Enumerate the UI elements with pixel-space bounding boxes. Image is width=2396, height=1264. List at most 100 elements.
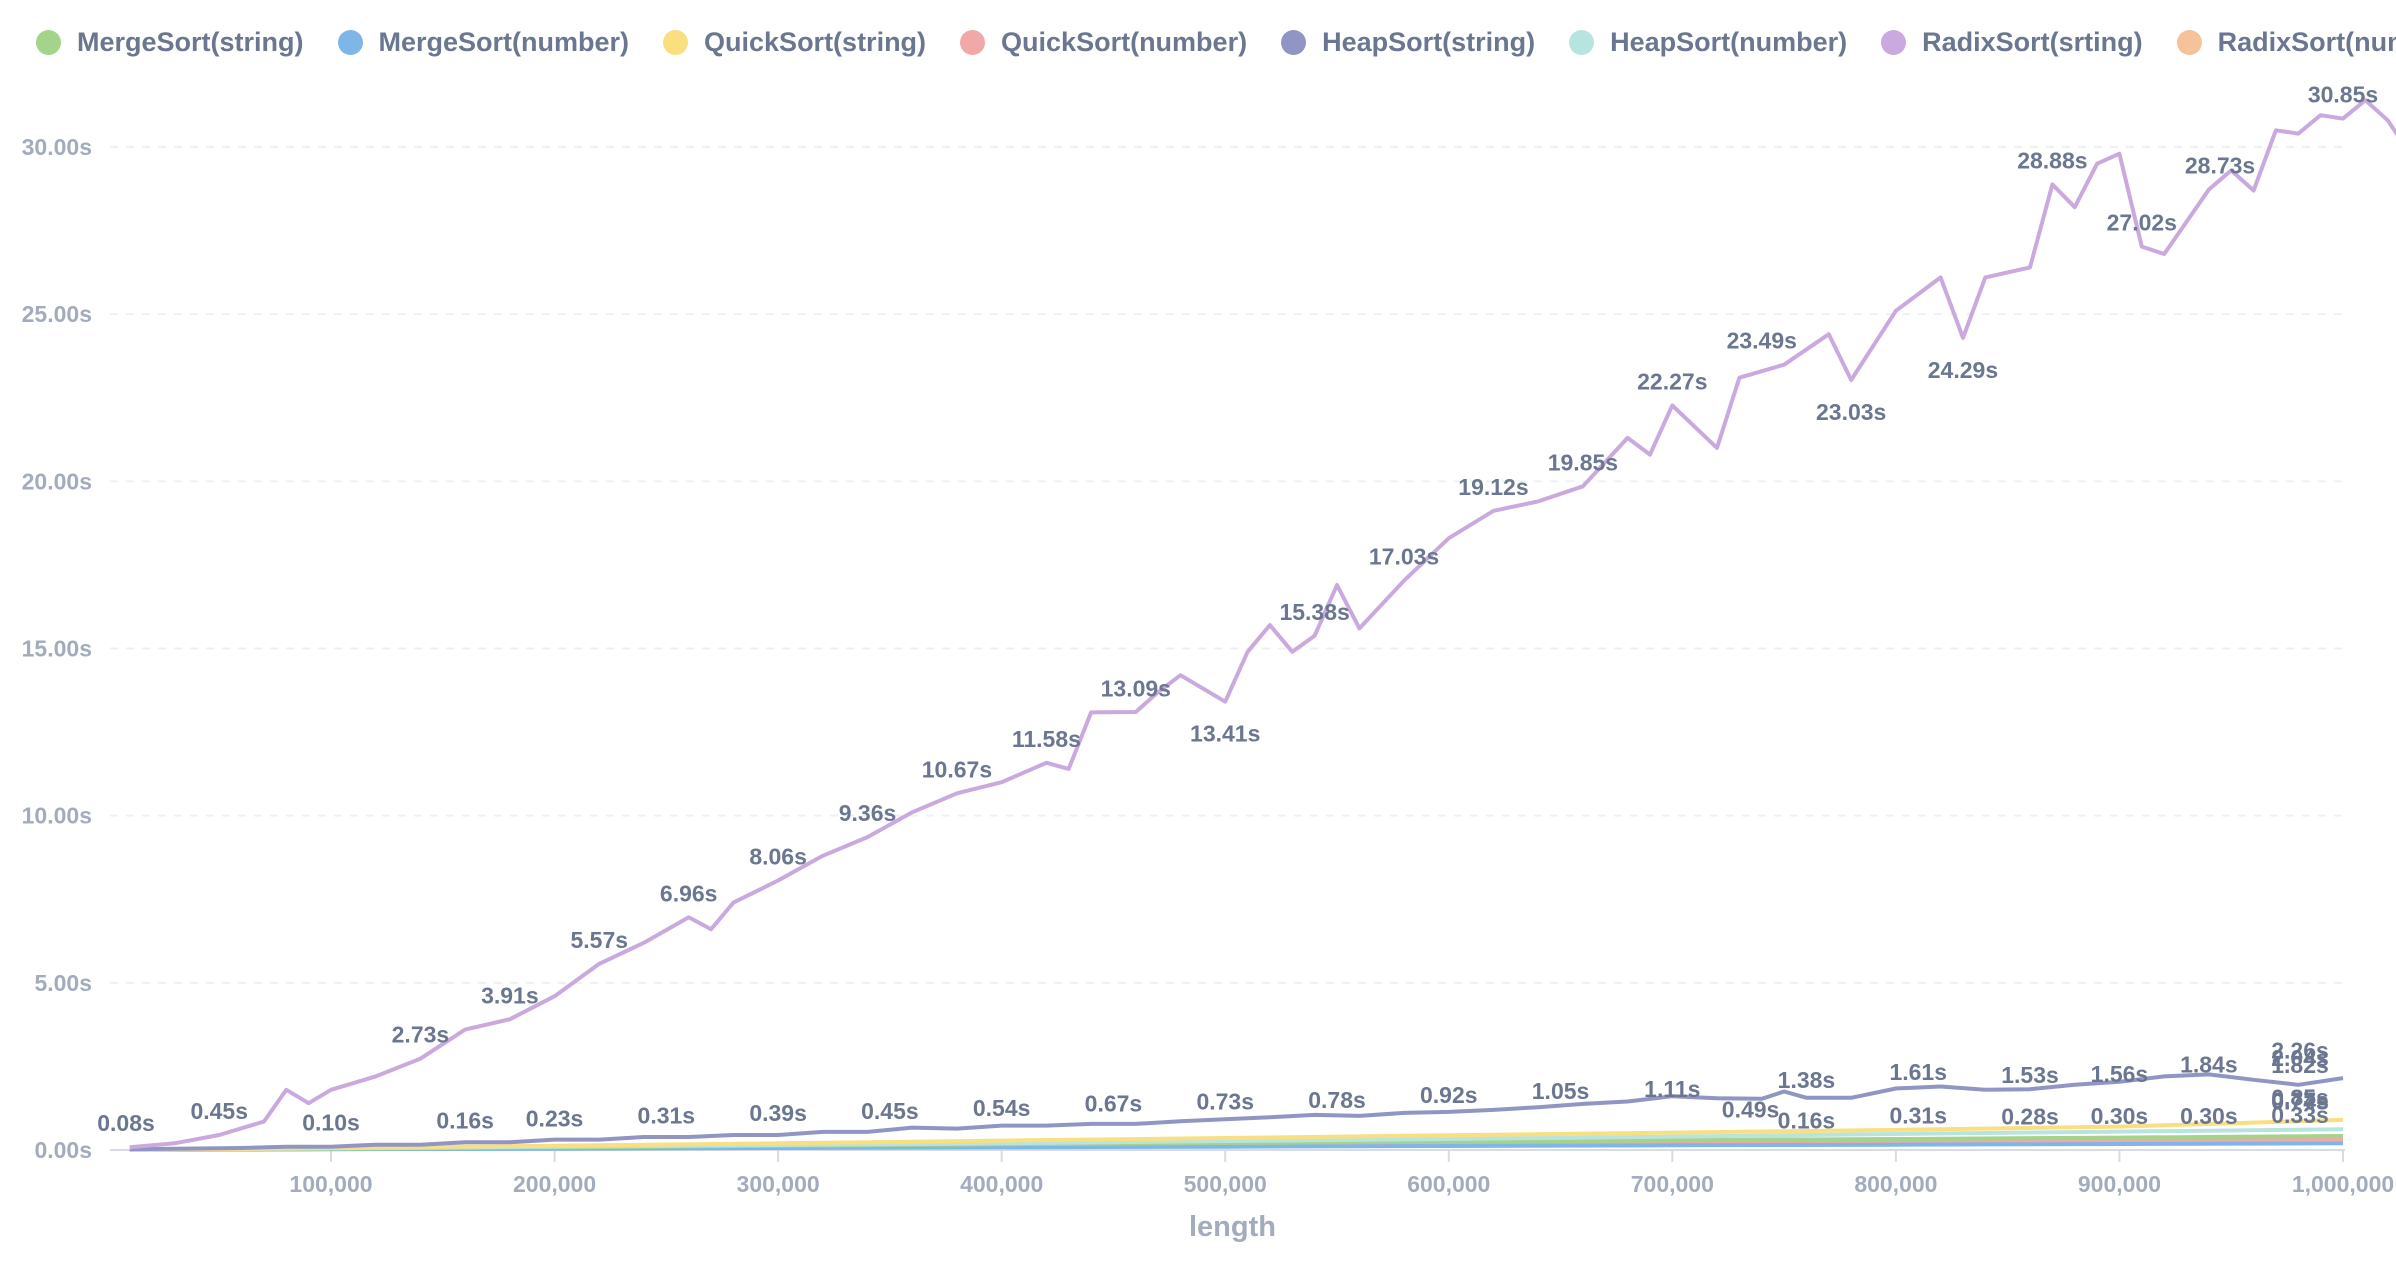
x-tick-label: 400,000: [960, 1171, 1043, 1197]
data-label: 2.73s: [392, 1022, 450, 1048]
data-label: 0.73s: [1196, 1089, 1254, 1115]
data-label: 13.09s: [1101, 675, 1171, 701]
data-label: 1.38s: [1778, 1067, 1836, 1093]
data-label: 0.08s: [97, 1110, 155, 1136]
legend-item[interactable]: QuickSort(number): [960, 27, 1247, 58]
data-label: 0.31s: [638, 1103, 696, 1129]
data-label: 0.67s: [1085, 1091, 1143, 1117]
data-label: 10.67s: [922, 756, 992, 782]
legend-swatch: [36, 29, 61, 55]
data-label: 27.02s: [2107, 210, 2177, 236]
x-tick-label: 700,000: [1631, 1171, 1714, 1197]
x-tick-label: 600,000: [1407, 1171, 1490, 1197]
y-tick-label: 0.00s: [34, 1137, 92, 1163]
data-label: 0.31s: [1889, 1103, 1947, 1129]
legend-swatch: [2176, 29, 2202, 55]
data-label: 0.77s: [2271, 1087, 2329, 1113]
y-tick-label: 30.00s: [22, 134, 92, 160]
x-tick-label: 800,000: [1854, 1171, 1937, 1197]
data-label: 0.49s: [1722, 1097, 1780, 1123]
data-label: 0.45s: [190, 1098, 248, 1124]
legend-swatch: [1281, 29, 1307, 55]
y-tick-label: 10.00s: [22, 803, 92, 829]
data-label: 0.45s: [861, 1098, 919, 1124]
data-label: 0.16s: [1778, 1108, 1836, 1134]
data-label: 8.06s: [749, 844, 807, 870]
data-label: 0.16s: [436, 1108, 494, 1134]
x-tick-label: 500,000: [1184, 1171, 1267, 1197]
legend-label: QuickSort(number): [1001, 26, 1248, 57]
legend-label: MergeSort(string): [77, 26, 304, 57]
x-tick-label: 1,000,000: [2292, 1171, 2394, 1197]
legend-item[interactable]: MergeSort(number): [337, 26, 630, 58]
legend-label: HeapSort(string): [1322, 26, 1536, 57]
data-label: 0.30s: [2091, 1103, 2149, 1129]
y-tick-label: 20.00s: [22, 468, 92, 494]
legend-item[interactable]: RadixSort(number): [2176, 26, 2396, 58]
legend-label: HeapSort(number): [1610, 26, 1848, 57]
data-label: 1.56s: [2091, 1061, 2149, 1087]
legend-swatch: [337, 29, 363, 55]
legend-label: RadixSort(srting): [1922, 26, 2143, 57]
data-label: 28.73s: [2185, 152, 2255, 178]
data-label: 0.54s: [973, 1095, 1031, 1121]
data-label: 11.58s: [1012, 726, 1081, 752]
data-label: 3.91s: [481, 982, 539, 1008]
legend-swatch: [1569, 29, 1595, 55]
data-label: 23.03s: [1816, 399, 1886, 425]
data-label: 0.30s: [2180, 1103, 2238, 1129]
legend-swatch: [960, 29, 986, 55]
data-label: 17.03s: [1369, 544, 1439, 570]
legend-swatch: [663, 29, 689, 55]
y-tick-label: 5.00s: [34, 970, 92, 996]
x-tick-label: 200,000: [513, 1171, 596, 1197]
series-line[interactable]: [129, 1072, 2344, 1152]
data-label: 6.96s: [660, 880, 718, 906]
data-label: 22.27s: [1637, 368, 1707, 394]
data-label: 1.05s: [1532, 1078, 1590, 1104]
data-label: 0.78s: [1308, 1087, 1366, 1113]
data-label: 1.84s: [2180, 1051, 2238, 1077]
data-label: 1.53s: [2001, 1062, 2059, 1088]
data-label: 2.26s: [2271, 1037, 2329, 1063]
legend-item[interactable]: HeapSort(number): [1569, 27, 1847, 58]
legend-swatch: [1881, 29, 1907, 55]
data-label: 1.61s: [1889, 1059, 1947, 1085]
legend-item[interactable]: RadixSort(srting): [1881, 27, 2143, 58]
legend-label: MergeSort(number): [378, 26, 630, 57]
legend-label: QuickSort(string): [704, 26, 927, 57]
y-tick-label: 15.00s: [22, 636, 92, 662]
data-label: 0.10s: [302, 1110, 360, 1136]
data-label: 23.49s: [1727, 328, 1797, 354]
data-label: 24.29s: [1928, 357, 1998, 383]
data-label: 0.85s: [2271, 1085, 2329, 1111]
data-label: 9.36s: [839, 800, 897, 826]
data-label: 5.57s: [570, 927, 628, 953]
legend: MergeSort(string) MergeSort(number) QuickS…: [36, 22, 2396, 62]
data-label: 2.04s: [2271, 1045, 2329, 1071]
data-label: 0.39s: [749, 1100, 807, 1126]
data-label: 19.12s: [1458, 474, 1528, 500]
x-tick-label: 900,000: [2078, 1171, 2161, 1197]
series-line[interactable]: [129, 1117, 2344, 1152]
legend-label: RadixSort(number): [2217, 26, 2396, 57]
y-tick-label: 25.00s: [22, 301, 92, 327]
x-tick-label: 100,000: [289, 1171, 372, 1197]
data-label: 0.23s: [526, 1105, 584, 1131]
legend-item[interactable]: HeapSort(string): [1281, 27, 1535, 58]
data-label: 0.33s: [2271, 1102, 2329, 1128]
data-label: 0.92s: [1420, 1082, 1478, 1108]
data-label: 19.85s: [1548, 449, 1618, 475]
legend-item[interactable]: QuickSort(string): [663, 27, 926, 58]
series-line[interactable]: [129, 98, 2396, 1150]
data-label: 1.11s: [1644, 1076, 1700, 1102]
data-label: 30.85s: [2308, 82, 2378, 108]
x-tick-label: 300,000: [737, 1171, 820, 1197]
data-label: 28.88s: [2017, 147, 2087, 173]
legend-item[interactable]: MergeSort(string): [36, 27, 304, 58]
data-label: 15.38s: [1279, 599, 1349, 625]
data-label: 0.74s: [2271, 1088, 2329, 1114]
data-label: 0.28s: [2001, 1104, 2059, 1130]
